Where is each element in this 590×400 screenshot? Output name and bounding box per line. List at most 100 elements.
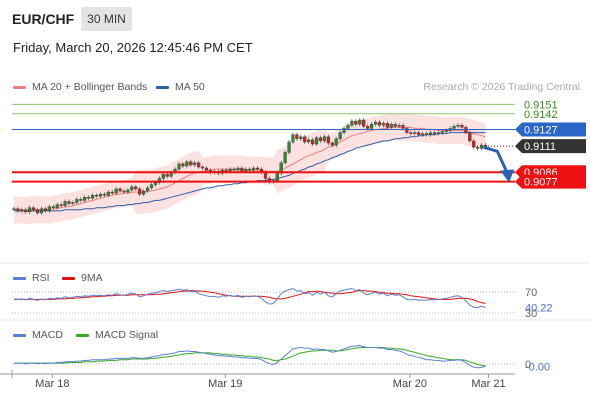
- legend-swatch: [76, 333, 89, 337]
- candle: [295, 134, 299, 140]
- candle: [303, 136, 307, 143]
- macd-level-label: 0: [525, 359, 531, 371]
- candle: [338, 132, 342, 140]
- candle: [90, 194, 95, 199]
- candle: [252, 167, 256, 171]
- candle: [330, 142, 334, 146]
- candle: [421, 133, 425, 135]
- candle: [110, 191, 114, 194]
- candle: [47, 206, 51, 212]
- candle: [373, 121, 378, 125]
- legend-macd: MACD: [13, 329, 63, 341]
- candle: [314, 137, 319, 145]
- rsi-level-label: 30: [525, 308, 537, 320]
- ma20-line: [14, 126, 486, 212]
- candle: [460, 125, 464, 128]
- candle: [193, 162, 197, 166]
- resistance-label: 0.9151: [524, 99, 558, 111]
- legend-ma50: MA 50: [156, 81, 205, 93]
- legend-macd-signal: MACD Signal: [76, 329, 158, 341]
- candle: [204, 167, 209, 171]
- x-tick-label: Mar 19: [208, 378, 242, 390]
- legend-rsi: RSI: [13, 272, 50, 284]
- projection-arrow: [483, 145, 509, 174]
- pivot-tag: [515, 122, 586, 137]
- candle: [185, 161, 189, 167]
- candle: [405, 128, 409, 133]
- candle: [299, 136, 303, 140]
- candle: [350, 120, 354, 126]
- candle: [346, 125, 350, 129]
- support-label: 0.9086: [524, 167, 558, 179]
- macd-last-label: -0.00: [525, 362, 550, 374]
- candle: [354, 120, 358, 125]
- candle: [275, 173, 279, 181]
- legend-9ma: 9MA: [62, 272, 103, 284]
- candle: [220, 169, 224, 174]
- candle: [181, 163, 185, 167]
- x-tick-label: Mar 20: [393, 378, 427, 390]
- candle: [417, 132, 421, 135]
- candle: [413, 132, 417, 134]
- candle: [32, 207, 36, 211]
- candle: [479, 144, 484, 149]
- candle: [393, 124, 397, 127]
- candle: [16, 208, 20, 212]
- candle: [216, 170, 220, 174]
- candle: [381, 122, 385, 126]
- candle: [244, 168, 248, 172]
- support-label: 0.9077: [524, 177, 558, 189]
- candle: [114, 188, 118, 194]
- candle: [401, 125, 405, 129]
- candle: [311, 139, 315, 145]
- candle: [122, 190, 126, 193]
- legend-swatch: [13, 276, 26, 280]
- candle: [43, 208, 48, 212]
- candle: [212, 170, 216, 173]
- candle: [263, 172, 268, 179]
- candle: [24, 209, 28, 213]
- candle: [342, 128, 346, 133]
- candle: [322, 136, 327, 142]
- candle: [208, 169, 213, 173]
- candle: [256, 167, 260, 170]
- candle: [153, 182, 158, 185]
- candle: [358, 119, 362, 125]
- candle: [397, 125, 401, 127]
- legend-label: MA 20 + Bollinger Bands: [32, 81, 148, 93]
- last-price-label: 0.9111: [524, 141, 556, 153]
- candle: [102, 193, 106, 196]
- candle: [157, 178, 161, 183]
- legend-swatch: [13, 85, 26, 89]
- legend-label: MACD: [32, 329, 63, 341]
- candle: [428, 132, 433, 135]
- candle: [142, 190, 146, 195]
- candle: [126, 189, 130, 193]
- candle: [409, 132, 413, 134]
- candle: [385, 122, 389, 128]
- rsi-9ma-line: [14, 290, 486, 304]
- candle: [366, 126, 370, 129]
- projection-arrowhead: [500, 169, 515, 183]
- candle: [197, 162, 201, 168]
- candle: [377, 121, 382, 126]
- candle: [63, 201, 67, 206]
- macd-signal-line: [14, 347, 486, 367]
- candle: [130, 186, 134, 191]
- candle: [118, 188, 122, 192]
- candle: [362, 119, 366, 127]
- candle: [369, 124, 374, 129]
- rsi-line: [13, 288, 486, 309]
- candle: [87, 197, 91, 199]
- candle: [35, 209, 40, 214]
- candle: [145, 187, 150, 192]
- candle: [267, 178, 271, 182]
- candle: [287, 141, 291, 153]
- rsi-last-label: 40.22: [525, 303, 553, 315]
- candle: [189, 161, 193, 166]
- ma50-line: [14, 132, 486, 212]
- candle: [440, 131, 444, 133]
- candle: [307, 139, 311, 143]
- interval-button[interactable]: 30 MIN: [81, 7, 132, 31]
- candle: [464, 127, 468, 133]
